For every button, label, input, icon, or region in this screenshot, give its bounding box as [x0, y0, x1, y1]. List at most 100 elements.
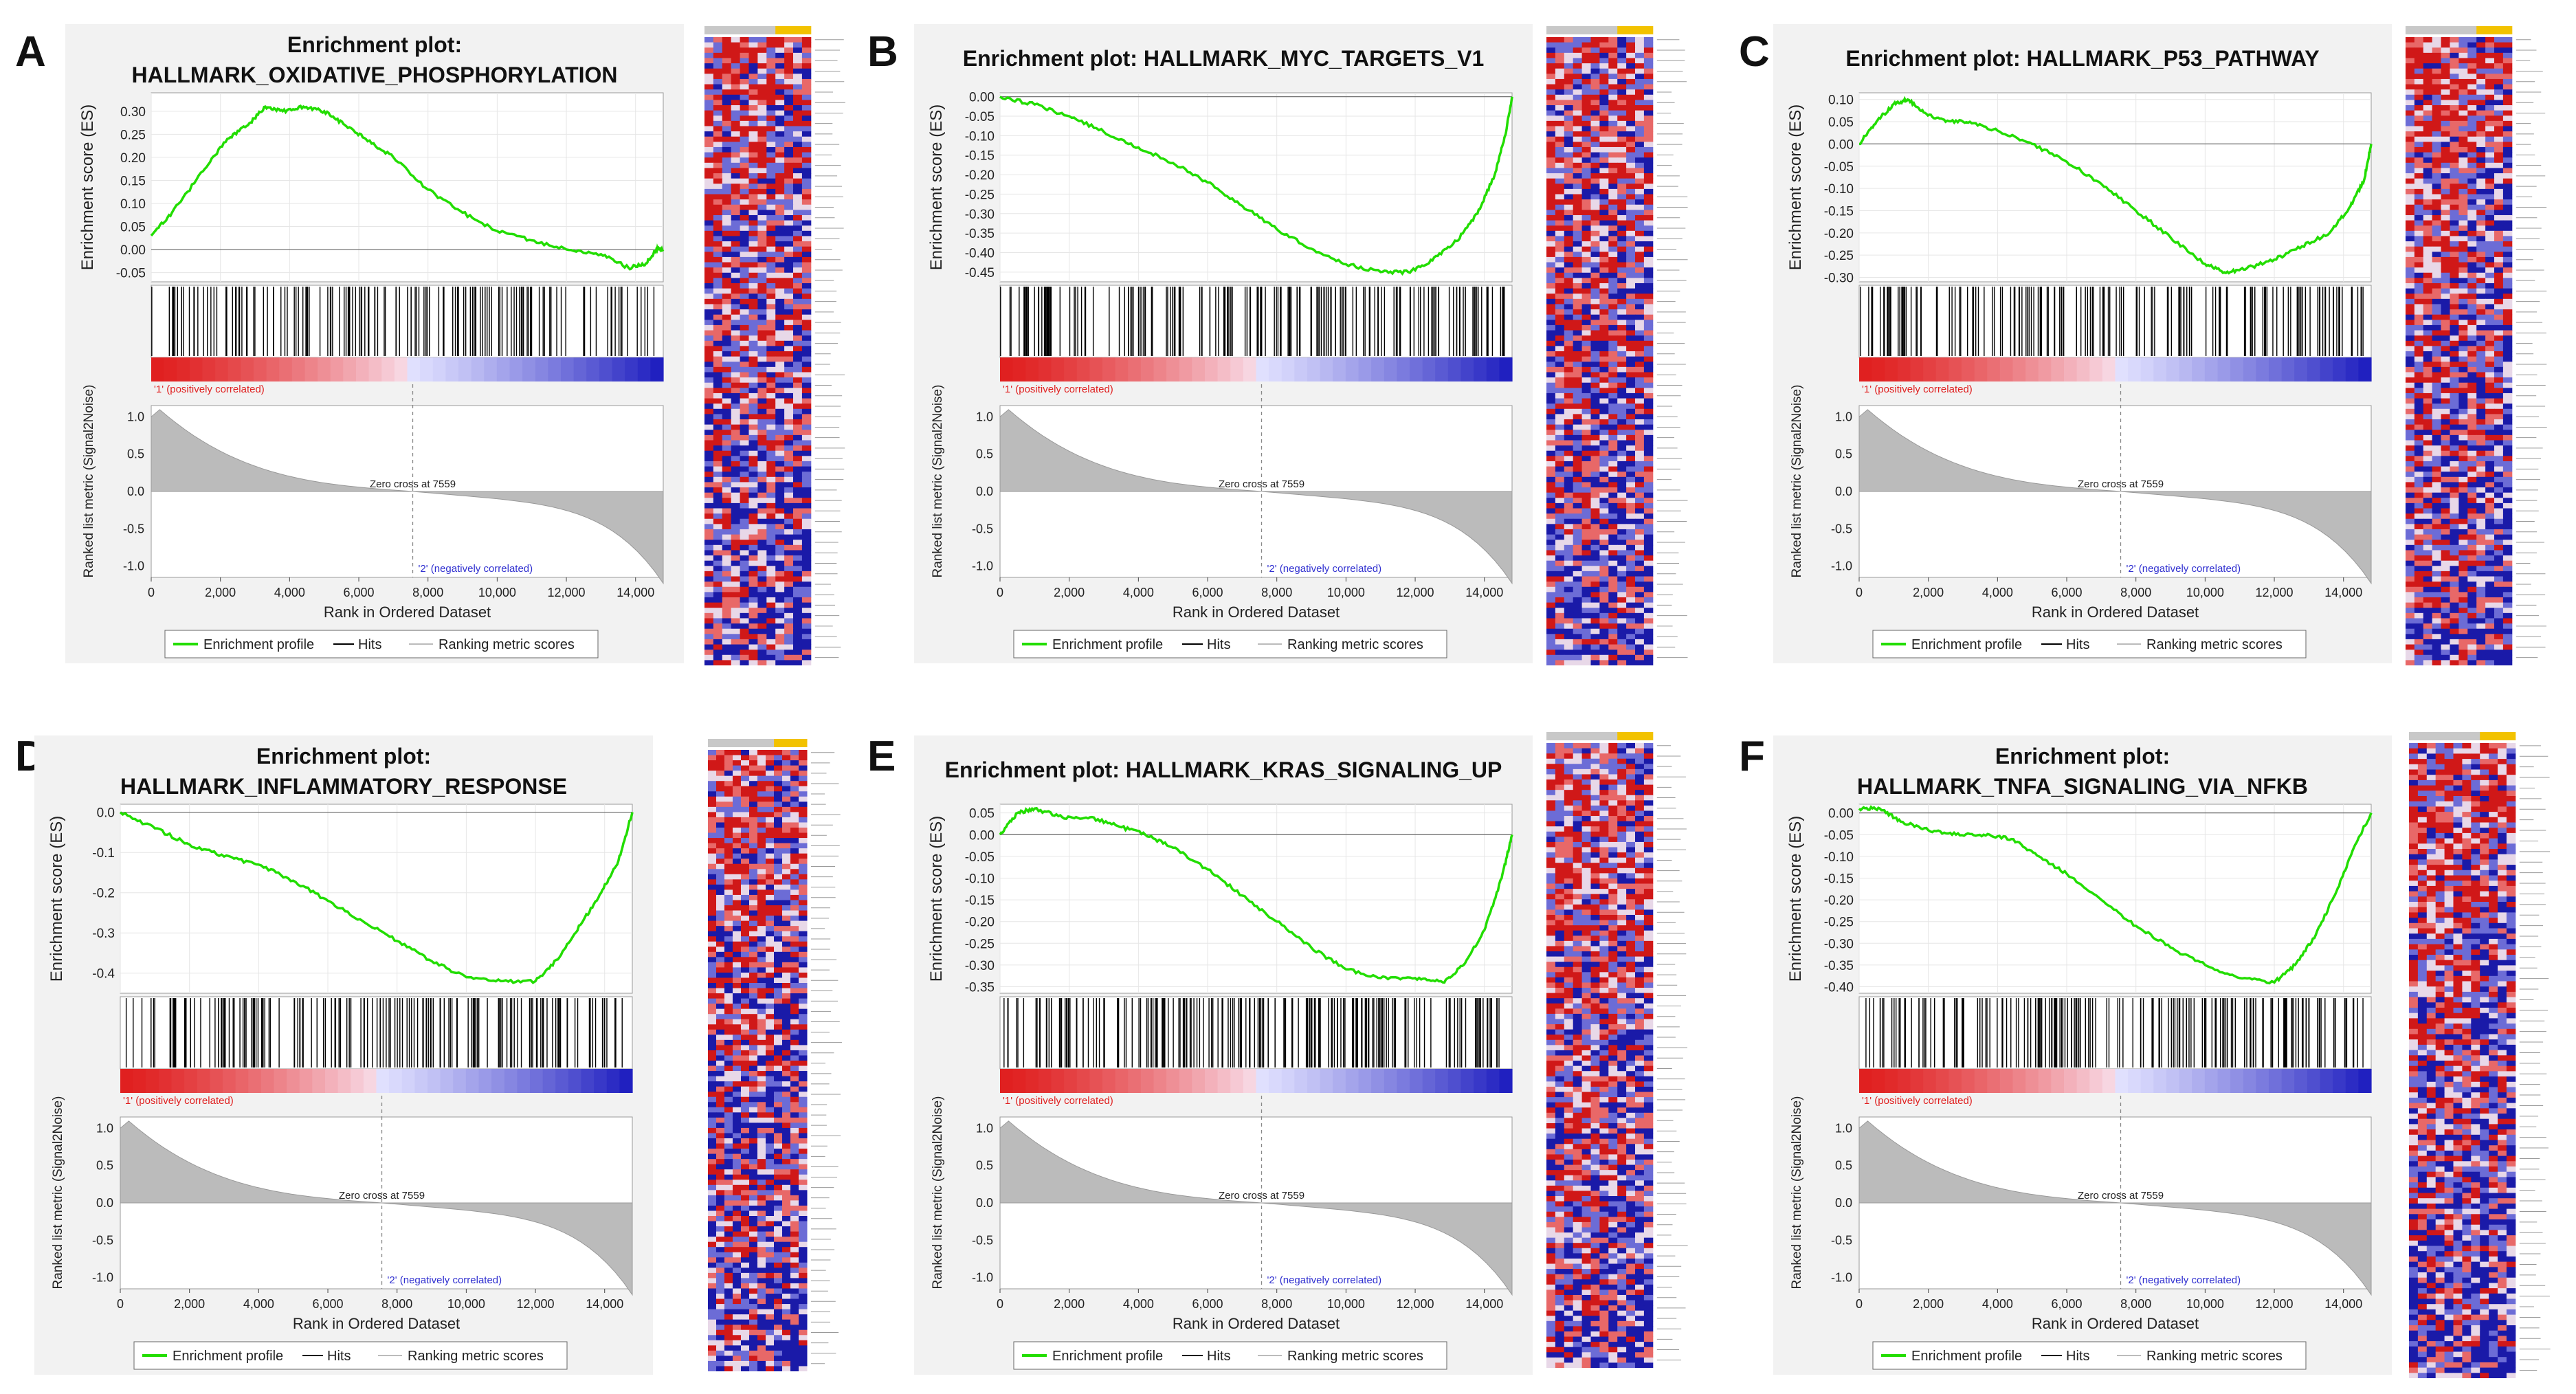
heatmap-cell — [1546, 173, 1556, 179]
heatmap-cell — [1599, 597, 1609, 604]
heatmap-cell — [2423, 403, 2433, 410]
heatmap-cell — [1626, 623, 1636, 630]
heatmap-cell — [1573, 403, 1583, 410]
heatmap-cell — [1608, 94, 1618, 100]
heatmap-cell — [1599, 220, 1609, 226]
heatmap-cell — [2441, 294, 2450, 300]
heatmap-cell — [2450, 461, 2459, 467]
heatmap-cell — [1564, 476, 1574, 483]
heatmap-cell — [1546, 199, 1556, 206]
heatmap-cell — [2423, 94, 2433, 100]
metric-tick-label: 1.0 — [1835, 410, 1852, 423]
heatmap-cell — [704, 513, 714, 520]
heatmap-cell — [1599, 100, 1609, 106]
heatmap-cell — [2476, 366, 2486, 373]
heatmap-cell — [2458, 100, 2468, 106]
heatmap-cell — [2432, 194, 2442, 200]
heatmap-cell — [784, 586, 794, 593]
heatmap-cell — [1546, 461, 1556, 467]
heatmap-cell — [1581, 377, 1591, 384]
heatmap-cell — [731, 330, 741, 336]
heatmap-class-cell — [2467, 26, 2477, 34]
heatmap-cell — [740, 362, 749, 368]
heatmap-cell — [740, 566, 749, 572]
heatmap-cell — [2494, 461, 2504, 467]
color-bar-segment — [2320, 357, 2333, 381]
heatmap-cell — [2458, 377, 2468, 384]
heatmap-cell — [1635, 366, 1645, 373]
heatmap-cell — [2494, 120, 2504, 126]
heatmap-cell — [2485, 168, 2495, 174]
heatmap-cell — [1581, 592, 1591, 598]
heatmap-cell — [1626, 188, 1636, 195]
heatmap-cell — [731, 408, 741, 414]
heatmap-cell — [713, 424, 723, 430]
heatmap-cell — [2406, 210, 2415, 216]
heatmap-cell — [793, 314, 803, 320]
heatmap-cell — [1564, 178, 1574, 184]
heatmap-cell — [713, 482, 723, 488]
heatmap-cell — [2414, 236, 2424, 242]
color-bar-segment — [625, 357, 639, 381]
heatmap-cell — [801, 214, 812, 221]
heatmap-cell — [2458, 366, 2468, 373]
heatmap-cell — [2406, 314, 2415, 320]
heatmap-cell — [1608, 550, 1618, 556]
heatmap-cell — [1555, 351, 1565, 357]
heatmap-cell — [1581, 89, 1591, 96]
heatmap-cell — [2458, 241, 2468, 247]
heatmap-cell — [713, 63, 723, 69]
heatmap-cell — [1626, 534, 1636, 540]
heatmap-cell — [2467, 340, 2477, 346]
heatmap-cell — [2476, 188, 2486, 195]
negatively-correlated-label: '2' (negatively correlated) — [1267, 563, 1382, 575]
heatmap-cell — [2450, 94, 2459, 100]
color-bar-segment — [2140, 357, 2154, 381]
heatmap-cell — [1599, 487, 1609, 494]
heatmap-cell — [748, 566, 758, 572]
heatmap-cell — [1608, 262, 1618, 268]
heatmap-cell — [2441, 194, 2450, 200]
heatmap-cell — [2476, 461, 2486, 467]
heatmap-cell — [2406, 430, 2415, 436]
heatmap-cell — [1599, 309, 1609, 316]
heatmap-cell — [713, 592, 723, 598]
heatmap-cell — [775, 408, 785, 414]
color-bar-segment — [2102, 357, 2116, 381]
heatmap-cell — [1608, 414, 1618, 420]
heatmap-cell — [2414, 288, 2424, 294]
heatmap-cell — [1635, 628, 1645, 634]
heatmap-cell — [801, 582, 812, 588]
heatmap-cell — [784, 320, 794, 326]
heatmap-cell — [1643, 356, 1654, 362]
color-bar-segment — [2038, 357, 2052, 381]
heatmap-cell — [793, 256, 803, 263]
heatmap-cell — [748, 623, 758, 630]
heatmap-cell — [2502, 110, 2513, 116]
heatmap-cell — [2458, 382, 2468, 388]
heatmap-cell — [801, 309, 812, 316]
heatmap-cell — [2441, 408, 2450, 414]
heatmap-cell — [2476, 403, 2486, 410]
heatmap-cell — [2467, 115, 2477, 122]
heatmap-cell — [704, 377, 714, 384]
heatmap-cell — [775, 540, 785, 546]
heatmap-cell — [784, 294, 794, 300]
heatmap-cell — [784, 628, 794, 634]
heatmap-cell — [704, 492, 714, 498]
heatmap-cell — [748, 142, 758, 148]
heatmap-cell — [775, 335, 785, 342]
heatmap-cell — [784, 592, 794, 598]
heatmap-cell — [801, 612, 812, 619]
heatmap-cell — [1590, 414, 1600, 420]
heatmap-cell — [748, 440, 758, 446]
heatmap-cell — [1564, 650, 1574, 656]
color-bar-segment — [1064, 357, 1078, 381]
heatmap-cell — [1599, 398, 1609, 404]
heatmap-cell — [1564, 136, 1574, 142]
heatmap-cell — [1590, 508, 1600, 514]
heatmap-cell — [1564, 576, 1574, 582]
heatmap-cell — [1590, 571, 1600, 577]
heatmap-cell — [1590, 560, 1600, 566]
heatmap-cell — [1555, 566, 1565, 572]
